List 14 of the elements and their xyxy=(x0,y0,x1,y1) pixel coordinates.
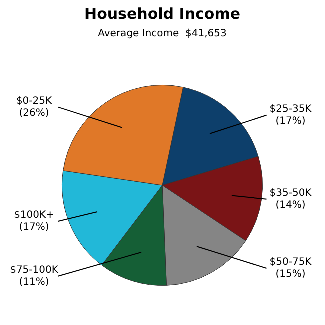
data-label: (11%) xyxy=(19,276,50,288)
chart-subtitle: Average Income $41,653 xyxy=(98,28,227,40)
slice-label: $25-35K xyxy=(270,104,312,115)
data-label: (26%) xyxy=(19,108,50,119)
slice-label: $75-100K xyxy=(10,264,59,276)
data-label: (17%) xyxy=(276,116,306,127)
data-label: (17%) xyxy=(19,222,50,234)
slice-label: $50-75K xyxy=(270,257,312,268)
data-label: (15%) xyxy=(276,269,306,280)
data-label: (14%) xyxy=(276,200,306,212)
slice-label: $100K+ xyxy=(14,210,54,222)
chart-title: Household Income xyxy=(84,4,240,23)
slice-label: $35-50K xyxy=(270,188,312,200)
slice-label: $0-25K xyxy=(16,96,52,107)
